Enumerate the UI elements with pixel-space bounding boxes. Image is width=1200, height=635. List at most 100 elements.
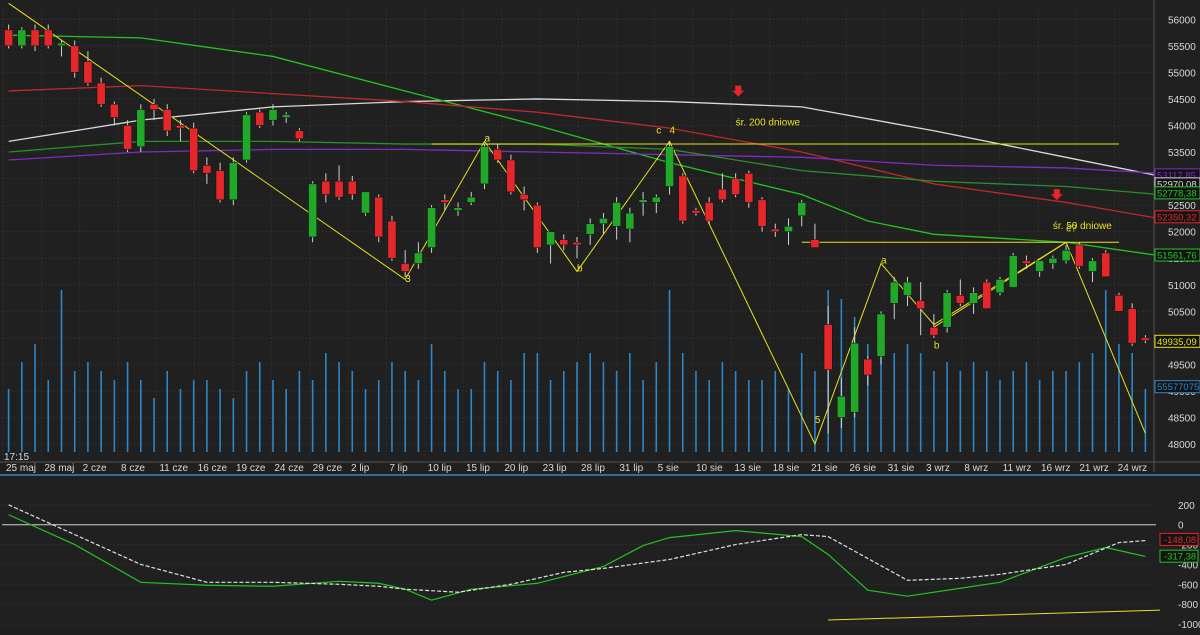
candle-body <box>295 130 304 139</box>
date-axis: 25 maj 28 maj 2 cze 8 cze 11 cze 16 cze 19 cze… <box>0 461 1200 476</box>
candle-body <box>466 196 476 203</box>
annotation-label: a <box>484 133 490 144</box>
candle-body <box>176 125 185 129</box>
candle <box>427 205 436 253</box>
osc-y-tick-label: -200 <box>1178 541 1198 552</box>
candle-body <box>665 146 674 187</box>
candle <box>189 122 199 174</box>
candle <box>1127 303 1137 346</box>
candle <box>506 154 516 195</box>
candle-body <box>1101 252 1111 278</box>
value-box: -317,38 <box>1159 549 1199 563</box>
x-tick-label: 28 maj <box>44 463 74 474</box>
annotation-label: 3 <box>405 274 411 285</box>
candle <box>136 104 146 153</box>
y-tick-label: 53500 <box>1168 148 1196 159</box>
x-tick-label: 11 cze <box>159 463 188 474</box>
candle-body <box>1008 255 1018 288</box>
x-tick-label: 31 lip <box>619 463 643 474</box>
candle <box>1048 255 1058 269</box>
candle-body <box>969 292 978 304</box>
price-box-label: 51561,76 <box>1157 251 1197 262</box>
candle <box>599 213 608 235</box>
candle <box>744 170 754 208</box>
candle-body <box>136 109 146 147</box>
candle <box>1008 252 1018 288</box>
candle <box>625 207 635 243</box>
candle <box>387 215 397 261</box>
x-tick-label: 20 lip <box>504 463 528 474</box>
candle <box>876 311 886 365</box>
candle <box>228 157 238 206</box>
x-tick-label: 28 lip <box>581 463 605 474</box>
candle-body <box>982 281 992 309</box>
candle-body <box>400 263 410 272</box>
candle <box>995 276 1005 296</box>
y-tick-label: 56000 <box>1168 15 1196 26</box>
candle <box>572 236 582 259</box>
price-box-label: 53117,85 <box>1157 170 1196 181</box>
x-tick-label: 8 cze <box>121 463 145 474</box>
candle <box>889 276 899 320</box>
candle-body <box>559 239 569 246</box>
x-tick-label: 13 sie <box>734 463 761 474</box>
divergence-line <box>828 609 1161 621</box>
candle-body <box>4 29 13 47</box>
candle <box>70 40 80 78</box>
price-box: 52350,32 <box>1154 210 1200 224</box>
candle <box>17 27 27 49</box>
candle <box>704 197 714 224</box>
candle <box>691 207 701 216</box>
candle <box>982 279 992 309</box>
price-box-label: 49935,09 <box>1157 337 1197 348</box>
candle <box>1088 258 1097 283</box>
candle <box>638 191 648 216</box>
candle <box>480 144 489 190</box>
candle-body <box>599 218 608 224</box>
osc-y-tick-label: -800 <box>1178 600 1198 611</box>
candle-body <box>255 111 265 126</box>
candle-body <box>440 199 450 203</box>
candle <box>903 276 912 306</box>
candle-body <box>784 226 793 232</box>
candle <box>334 165 344 200</box>
annotation-label: b <box>577 263 583 274</box>
annotation-label: śr. 50 dniowe <box>1053 221 1112 232</box>
candle <box>1101 250 1111 278</box>
candle <box>559 234 569 251</box>
y-tick-label: 51000 <box>1168 281 1196 292</box>
candle-body <box>704 202 714 222</box>
osc-y-tick-label: -400 <box>1178 560 1198 571</box>
candle-body <box>57 42 66 47</box>
x-tick-label: 24 wrz <box>1118 463 1147 474</box>
x-tick-label: 19 cze <box>236 463 266 474</box>
x-tick-label: 21 sie <box>811 463 838 474</box>
candle <box>770 223 780 237</box>
candle <box>850 327 859 418</box>
price-axis: 4800048500490004950050000505005100051500… <box>1153 0 1200 472</box>
x-tick-label: 31 sie <box>888 463 915 474</box>
candle <box>810 223 820 248</box>
candle <box>651 194 661 214</box>
candle-body <box>162 109 172 132</box>
price-box-label: 52350,32 <box>1157 212 1197 223</box>
x-tick-label: 16 cze <box>198 463 228 474</box>
price-box-frame <box>1154 334 1200 348</box>
price-box-frame <box>1154 248 1200 262</box>
candle <box>414 242 423 269</box>
candle <box>969 287 978 314</box>
candle <box>1114 292 1124 312</box>
candle-body <box>625 212 635 230</box>
candle <box>1074 242 1084 269</box>
candle-body <box>1048 257 1058 264</box>
moving-average-line <box>8 148 1159 174</box>
price-box: 52778,38 <box>1154 186 1200 200</box>
candle <box>162 104 172 137</box>
y-tick-label: 49500 <box>1168 360 1196 371</box>
candle-body <box>929 326 939 336</box>
candle-body <box>308 183 317 238</box>
grid-lines <box>2 6 1152 462</box>
candle-body <box>731 178 740 195</box>
